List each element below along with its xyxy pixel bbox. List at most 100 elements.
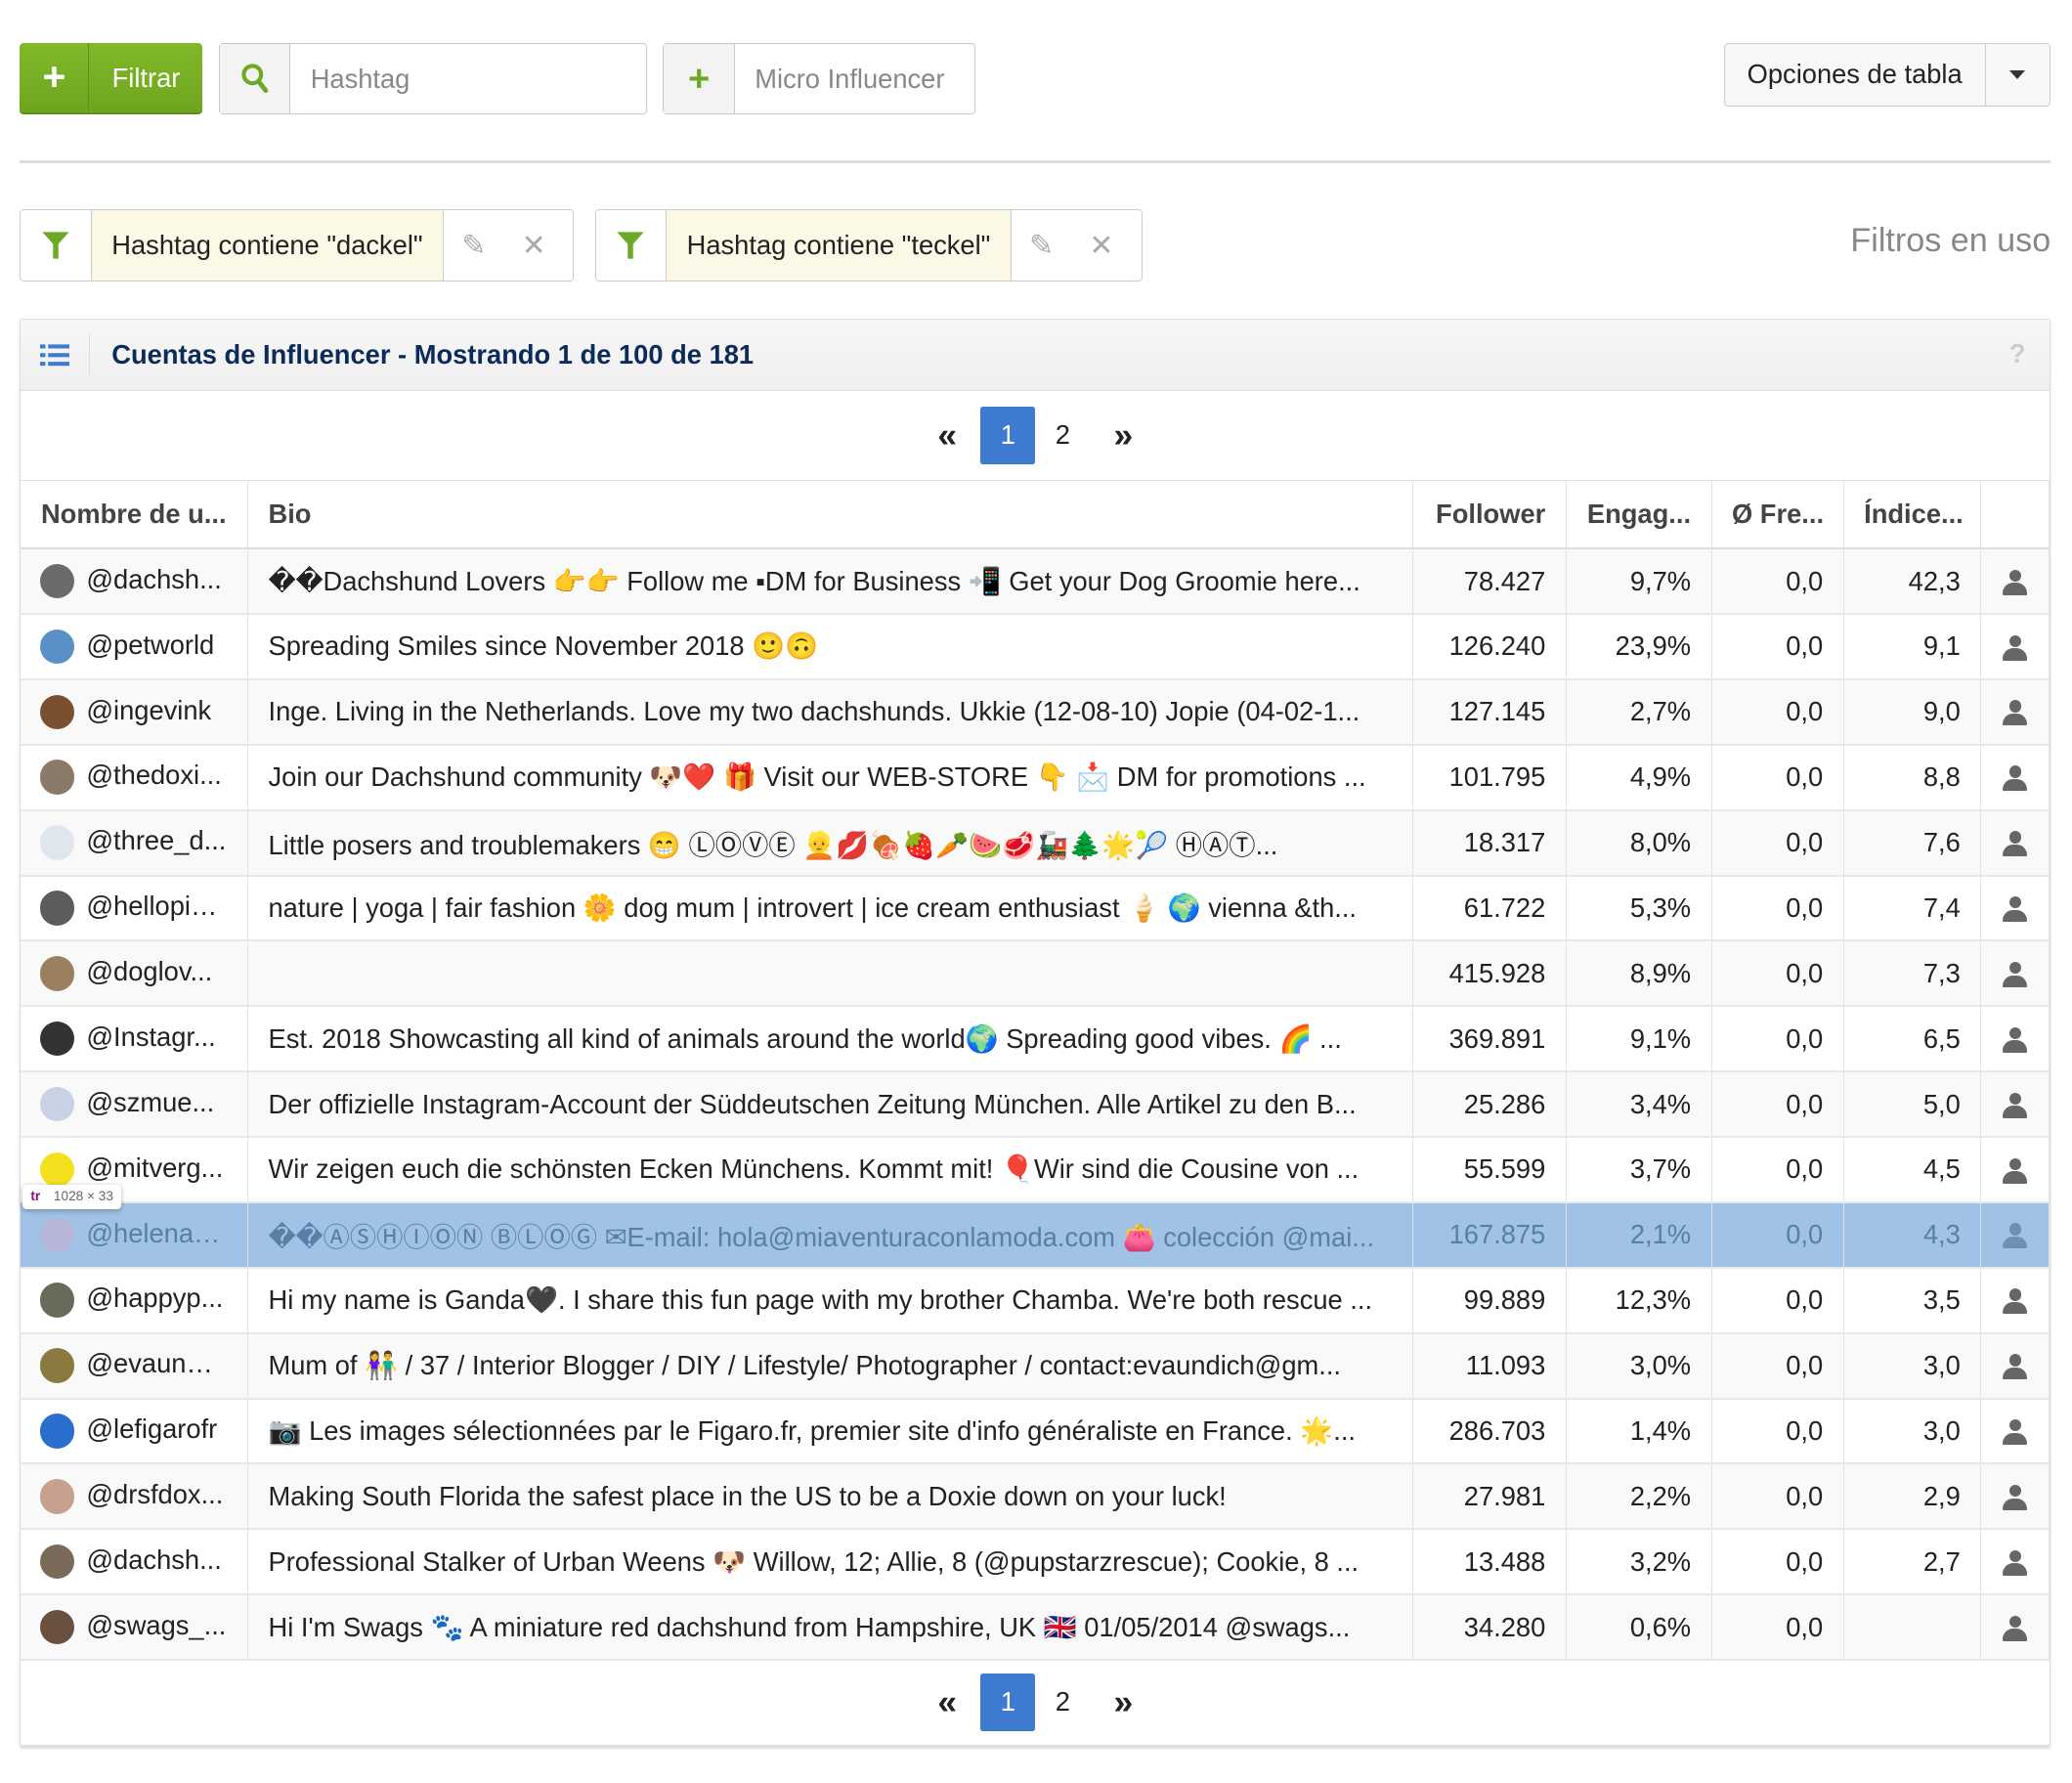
username[interactable]: @thedoxi... (86, 760, 222, 791)
username-cell[interactable]: @lefigarofr (21, 1398, 249, 1465)
username-cell[interactable]: @Instagr... (21, 1006, 249, 1073)
table-row[interactable]: @hellopip... nature | yoga | fair fashion… (21, 875, 2050, 942)
username-cell[interactable]: @happyp... (21, 1267, 249, 1334)
username-cell[interactable]: @hellopip... (21, 875, 249, 942)
bio-cell: Est. 2018 Showcasting all kind of animal… (247, 1006, 1413, 1073)
username[interactable]: @hellopip... (86, 891, 228, 922)
username-cell[interactable]: @dachsh... (21, 548, 249, 616)
table-row[interactable]: @thedoxi... Join our Dachshund community … (21, 744, 2050, 811)
username[interactable]: @three_d... (86, 825, 227, 856)
username[interactable]: @evaundi... (86, 1348, 230, 1379)
column-header-bio[interactable]: Bio (247, 480, 1413, 550)
profile-action-cell (1980, 1529, 2050, 1596)
username-cell[interactable]: @mitverg... (21, 1137, 249, 1203)
filter-chip-label[interactable]: Hashtag contiene "dackel" (91, 210, 445, 282)
username-cell[interactable]: @drsfdox... (21, 1463, 249, 1531)
micro-influencer-input[interactable] (734, 43, 974, 114)
table-row[interactable]: @mitverg... Wir zeigen euch die schönsten… (21, 1137, 2050, 1203)
table-row[interactable]: @three_d... Little posers and troublemake… (21, 809, 2050, 877)
table-row[interactable]: @dachsh... Professional Stalker of Urban … (21, 1529, 2050, 1596)
user-icon[interactable] (2003, 700, 2027, 726)
username-cell[interactable]: @evaundi... (21, 1332, 249, 1400)
user-icon[interactable] (2003, 1549, 2027, 1577)
username-cell[interactable]: @ingevink (21, 678, 249, 746)
username[interactable]: @Instagr... (86, 1021, 216, 1052)
user-icon[interactable] (2003, 1223, 2027, 1249)
username-cell[interactable]: @thedoxi... (21, 744, 249, 811)
table-row[interactable]: @swags_... Hi I'm Swags 🐾 A miniature red… (21, 1594, 2050, 1662)
filter-button[interactable]: + Filtrar (20, 42, 203, 115)
help-icon[interactable]: ? (2008, 338, 2026, 370)
username[interactable]: @doglov... (86, 956, 213, 987)
column-header-username[interactable]: Nombre de u... (21, 480, 249, 550)
user-icon[interactable] (2003, 765, 2027, 792)
close-icon[interactable]: ✕ (1089, 229, 1114, 262)
user-icon[interactable] (2003, 1026, 2027, 1054)
user-icon[interactable] (2003, 1092, 2027, 1119)
table-row[interactable]: @evaundi... Mum of 👫 / 37 / Interior Blog… (21, 1332, 2050, 1400)
username[interactable]: @drsfdox... (86, 1479, 224, 1510)
table-row[interactable]: @happyp... Hi my name is Ganda🖤. I share … (21, 1267, 2050, 1334)
first-page-button[interactable]: « (937, 1681, 958, 1721)
username[interactable]: @happyp... (86, 1283, 224, 1314)
username[interactable]: @mitverg... (86, 1152, 224, 1183)
column-header-followers[interactable]: Follower (1412, 480, 1567, 550)
last-page-button[interactable]: » (1113, 1681, 1134, 1721)
table-row[interactable]: @doglov... 415.928 8,9% 0,0 7,3 (21, 940, 2050, 1008)
username-cell[interactable]: @petworld (21, 614, 249, 680)
table-row[interactable]: @lefigarofr 📷 Les images sélectionnées pa… (21, 1398, 2050, 1465)
page-2-button[interactable]: 2 (1055, 419, 1070, 451)
frequency-cell: 0,0 (1711, 1332, 1844, 1400)
pencil-icon[interactable]: ✎ (461, 229, 487, 262)
table-row[interactable]: @helenac... ��ⒶⓈⒽⒾⓄⓃ ⒷⓁⓄⒼ ✉E-mail: hola@m… (21, 1201, 2050, 1269)
first-page-button[interactable]: « (937, 414, 958, 455)
page-1-button[interactable]: 1 (980, 1674, 1036, 1731)
user-icon[interactable] (2003, 896, 2027, 923)
table-row[interactable]: @szmue... Der offizielle Instagram-Accoun… (21, 1071, 2050, 1139)
table-row[interactable]: @drsfdox... Making South Florida the safe… (21, 1463, 2050, 1531)
hashtag-input[interactable] (290, 43, 647, 114)
username-cell[interactable]: @three_d... (21, 809, 249, 877)
column-header-engagement[interactable]: Engag... (1566, 480, 1712, 550)
username[interactable]: @lefigarofr (86, 1413, 218, 1445)
close-icon[interactable]: ✕ (521, 229, 546, 262)
username[interactable]: @dachsh... (86, 1544, 222, 1575)
username-cell[interactable]: @doglov... (21, 940, 249, 1008)
table-options-dropdown[interactable]: Opciones de tabla (1723, 42, 2051, 108)
user-icon[interactable] (2003, 831, 2027, 857)
last-page-button[interactable]: » (1113, 414, 1134, 455)
user-icon[interactable] (2003, 1419, 2027, 1446)
engagement-cell: 9,7% (1566, 548, 1712, 616)
username-cell[interactable]: @dachsh... (21, 1529, 249, 1596)
username-cell[interactable]: @helenac... (21, 1201, 249, 1269)
user-icon[interactable] (2003, 1354, 2027, 1380)
table-row[interactable]: @dachsh... ��Dachshund Lovers 👉👉 Follow m… (21, 548, 2050, 616)
table-row[interactable]: @Instagr... Est. 2018 Showcasting all kin… (21, 1006, 2050, 1073)
username[interactable]: @helenac... (86, 1217, 230, 1248)
username-cell[interactable]: @swags_... (21, 1594, 249, 1662)
page-1-button[interactable]: 1 (980, 406, 1036, 464)
username[interactable]: @swags_... (86, 1609, 227, 1640)
username[interactable]: @dachsh... (86, 563, 222, 594)
caret-down-icon[interactable] (1986, 44, 2050, 107)
column-header-index[interactable]: Índice... (1843, 480, 1982, 550)
username[interactable]: @ingevink (86, 694, 212, 725)
username[interactable]: @petworld (86, 629, 215, 660)
column-header-frequency[interactable]: Ø Fre... (1711, 480, 1844, 550)
username-cell[interactable]: @szmue... (21, 1071, 249, 1139)
page-2-button[interactable]: 2 (1055, 1686, 1070, 1718)
user-icon[interactable] (2003, 569, 2027, 596)
user-icon[interactable] (2003, 961, 2027, 988)
user-icon[interactable] (2003, 1615, 2027, 1642)
search-icon[interactable] (219, 43, 291, 114)
table-row[interactable]: @ingevink Inge. Living in the Netherlands… (21, 678, 2050, 746)
user-icon[interactable] (2003, 1288, 2027, 1315)
username[interactable]: @szmue... (86, 1086, 215, 1117)
table-row[interactable]: @petworld Spreading Smiles since November… (21, 614, 2050, 680)
user-icon[interactable] (2003, 1484, 2027, 1511)
user-icon[interactable] (2003, 1157, 2027, 1185)
user-icon[interactable] (2003, 634, 2027, 662)
filter-chip-label[interactable]: Hashtag contiene "teckel" (667, 210, 1012, 282)
plus-icon[interactable]: + (664, 43, 735, 114)
pencil-icon[interactable]: ✎ (1028, 229, 1055, 262)
